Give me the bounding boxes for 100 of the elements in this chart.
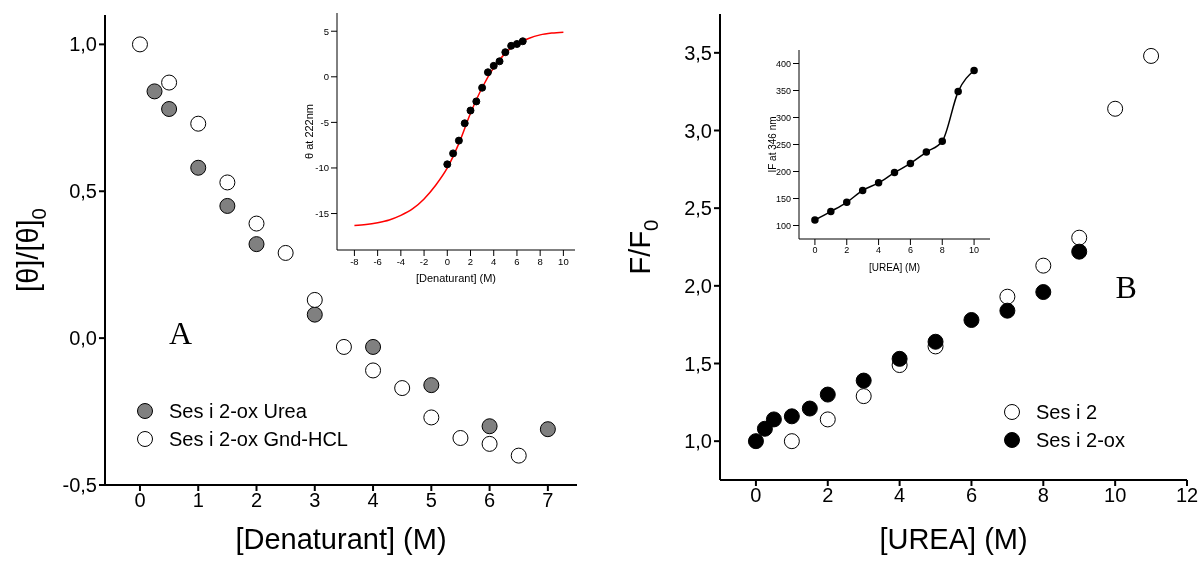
- point: [277, 244, 294, 261]
- point: [999, 302, 1016, 319]
- x-tick-label: 5: [425, 489, 437, 512]
- y-tick-label: 5: [323, 25, 329, 37]
- y-tick-label: 300: [775, 112, 791, 123]
- x-tick-label: 8: [1037, 484, 1049, 507]
- y-tick-label: 3,0: [684, 119, 712, 142]
- point: [874, 179, 883, 187]
- point: [1071, 243, 1088, 260]
- x-tick-label: -2: [419, 255, 429, 267]
- y-tick-label: 0,0: [69, 327, 97, 350]
- y-axis-title: θ at 222nm: [302, 103, 315, 160]
- point: [131, 36, 148, 53]
- legend-label: Ses i 2-ox Gnd-HCL: [169, 427, 348, 451]
- point: [481, 418, 498, 435]
- point: [1107, 100, 1124, 117]
- y-tick-label: 100: [775, 220, 791, 231]
- x-axis-title: [Denaturant] (M): [235, 523, 447, 555]
- point: [1035, 257, 1052, 274]
- x-tick-label: -6: [373, 255, 382, 267]
- x-tick-label: 7: [542, 489, 554, 512]
- annotation: B: [1115, 269, 1137, 306]
- x-tick-label: 6: [514, 255, 520, 267]
- annotation: A: [168, 315, 193, 351]
- point: [938, 137, 946, 146]
- point: [306, 291, 323, 308]
- x-axis-title: [UREA] (M): [879, 523, 1028, 555]
- point: [495, 57, 504, 66]
- point: [454, 136, 463, 145]
- point: [443, 160, 452, 169]
- point: [219, 197, 236, 214]
- x-tick-label: 10: [558, 255, 569, 267]
- point: [819, 386, 836, 403]
- point: [1143, 47, 1160, 64]
- point: [394, 380, 411, 397]
- point: [365, 362, 382, 379]
- point: [906, 159, 915, 168]
- x-tick-label: 1: [192, 489, 204, 512]
- point: [747, 433, 764, 450]
- point: [190, 115, 207, 132]
- point: [190, 159, 207, 176]
- x-tick-label: 8: [537, 255, 543, 267]
- point: [489, 61, 498, 70]
- legend-label: Ses i 2-ox: [1036, 428, 1125, 452]
- x-tick-label: 4: [876, 245, 882, 256]
- x-tick-label: 2: [250, 489, 263, 512]
- y-tick-label: 1,5: [684, 352, 712, 375]
- point: [843, 198, 851, 207]
- point: [423, 377, 440, 394]
- y-tick-label: 1,0: [69, 33, 97, 56]
- point: [161, 101, 178, 117]
- point: [819, 411, 836, 428]
- point: [478, 83, 487, 92]
- legend-label: Ses i 2-ox Urea: [169, 399, 307, 423]
- y-tick-label: 0: [323, 71, 329, 83]
- point: [954, 87, 962, 96]
- y-tick-label: 0,5: [69, 180, 97, 203]
- point: [146, 83, 163, 100]
- point: [161, 74, 178, 91]
- point: [827, 207, 835, 216]
- point: [1071, 229, 1088, 246]
- x-tick-label: 0: [134, 489, 146, 512]
- legend-label: Ses i 2: [1036, 400, 1098, 424]
- point: [466, 106, 475, 115]
- point: [539, 421, 556, 438]
- point: [335, 338, 352, 355]
- x-tick-label: 2: [844, 245, 850, 256]
- point: [510, 447, 527, 464]
- x-tick-label: 10: [1104, 484, 1127, 507]
- x-axis-title: [Denaturant] (M): [415, 272, 497, 284]
- y-tick-label: -15: [315, 207, 329, 219]
- point: [855, 372, 872, 389]
- point: [1035, 284, 1052, 301]
- point: [460, 119, 469, 128]
- x-tick-label: 6: [484, 489, 496, 512]
- point: [963, 312, 980, 329]
- point: [518, 37, 527, 46]
- y-tick-label: 350: [775, 85, 791, 96]
- y-tick-label: 250: [775, 139, 791, 150]
- point: [922, 148, 931, 156]
- x-axis-title: [UREA] (M): [868, 262, 921, 273]
- point: [890, 168, 899, 177]
- point: [970, 66, 978, 75]
- point: [481, 435, 498, 452]
- point: [855, 388, 872, 405]
- point: [512, 39, 521, 48]
- point: [365, 338, 382, 355]
- x-tick-label: -8: [350, 255, 359, 267]
- x-tick-label: 4: [894, 484, 906, 507]
- x-tick-label: 2: [822, 484, 834, 507]
- y-tick-label: -0,5: [62, 474, 97, 497]
- point: [891, 350, 908, 367]
- point: [483, 68, 492, 77]
- point: [801, 400, 818, 417]
- point: [765, 411, 782, 428]
- y-tick-label: 200: [775, 166, 791, 177]
- point: [927, 333, 944, 350]
- point: [472, 97, 481, 106]
- point: [248, 215, 265, 232]
- x-tick-label: 6: [907, 245, 913, 256]
